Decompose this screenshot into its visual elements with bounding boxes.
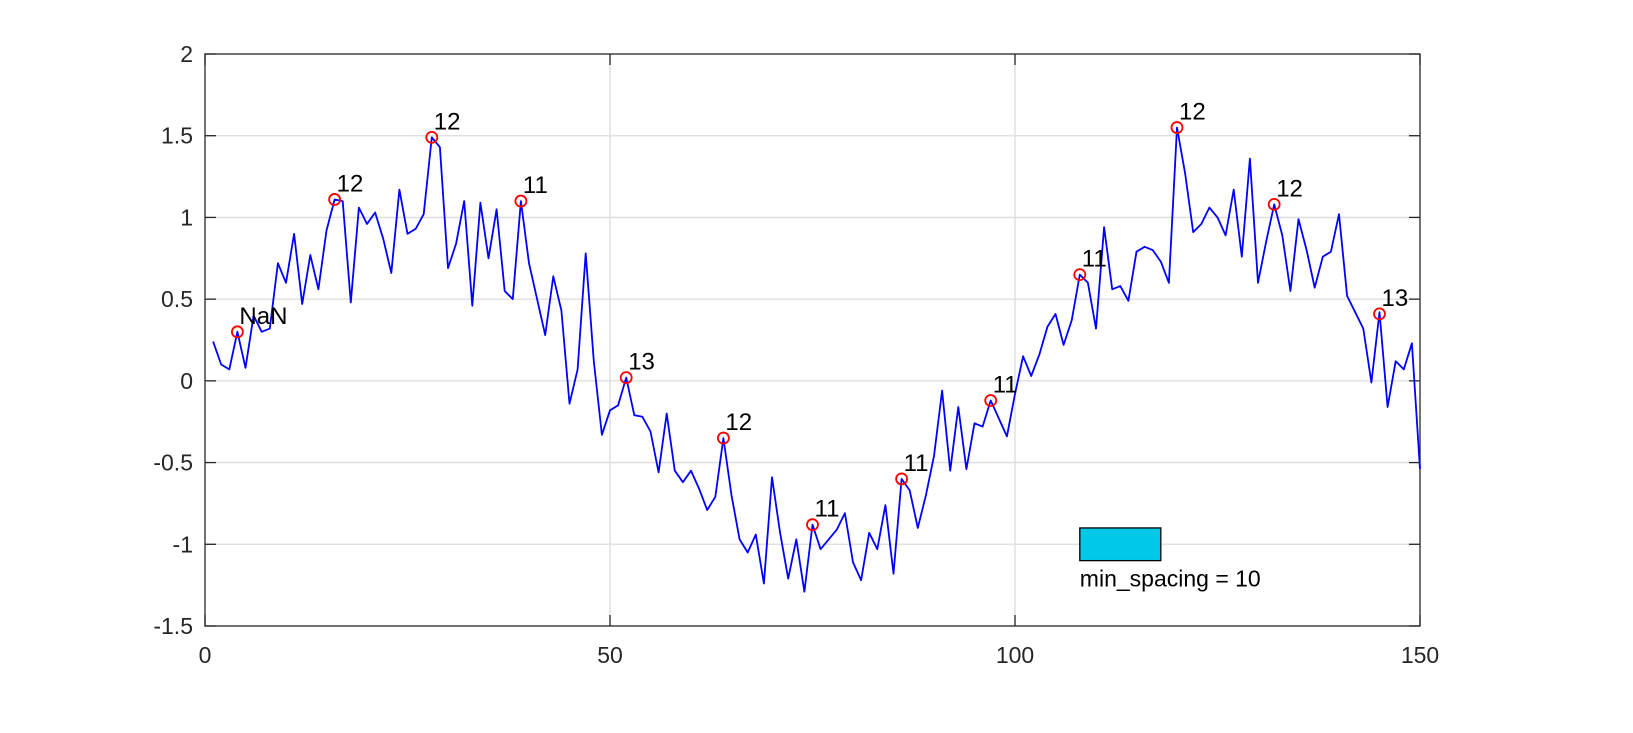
y-tick-label: -0.5 <box>153 450 193 476</box>
series-line <box>212 126 1421 593</box>
peak-label: 11 <box>904 450 929 477</box>
peak-label: 13 <box>1382 285 1409 312</box>
min-spacing-bar <box>1079 527 1162 562</box>
peak-marker <box>717 431 730 445</box>
peak-marker <box>1073 268 1087 282</box>
peak-label: 12 <box>337 170 364 197</box>
y-tick-label: -1 <box>173 531 193 557</box>
peak-label: 11 <box>815 496 840 523</box>
peak-marker <box>1373 307 1386 321</box>
peak-marker <box>984 394 998 407</box>
peak-marker <box>425 130 439 144</box>
y-tick-label: 1.5 <box>161 123 193 149</box>
peak-label: 11 <box>1082 246 1107 273</box>
peak-label: 11 <box>523 172 548 199</box>
axes-frame <box>204 53 1421 627</box>
y-tick-label: -1.5 <box>153 613 193 639</box>
peak-label: 13 <box>628 349 655 376</box>
peak-marker <box>514 194 528 208</box>
min-spacing-annotation: min_spacing = 10 <box>1079 527 1261 592</box>
peak-label: 12 <box>1179 99 1206 126</box>
peak-label: 12 <box>434 108 461 135</box>
x-tick-label: 100 <box>996 642 1034 668</box>
peak-label: 11 <box>993 371 1018 398</box>
peak-label: NaN <box>239 303 287 330</box>
y-tick-label: 0.5 <box>161 286 193 312</box>
peak-label: 12 <box>1276 175 1303 202</box>
tick-labels: 0 50 100 150 -1.5 -1 -0.5 0 0.5 1 1.5 2 <box>153 41 1439 668</box>
peak-markers: NaN 12 12 11 13 12 11 11 11 11 12 12 13 <box>230 99 1409 532</box>
peak-marker <box>619 371 633 384</box>
min-spacing-label: min_spacing = 10 <box>1080 566 1261 592</box>
x-tick-label: 50 <box>597 642 623 668</box>
x-tick-label: 150 <box>1401 642 1439 668</box>
peak-marker <box>328 193 342 206</box>
peak-marker <box>1267 197 1281 211</box>
peak-marker <box>895 472 908 486</box>
y-tick-label: 1 <box>180 204 193 230</box>
axes-box <box>204 53 1421 627</box>
y-tick-label: 2 <box>180 41 193 67</box>
peak-marker <box>1170 121 1184 134</box>
plot-area <box>205 54 1420 626</box>
tick-marks <box>204 53 1421 627</box>
y-tick-label: 0 <box>180 368 193 394</box>
x-tick-label: 0 <box>199 642 212 668</box>
peak-label: 12 <box>725 409 752 436</box>
signal-series <box>212 126 1421 593</box>
peak-marker <box>230 325 244 339</box>
peak-marker <box>806 518 819 532</box>
